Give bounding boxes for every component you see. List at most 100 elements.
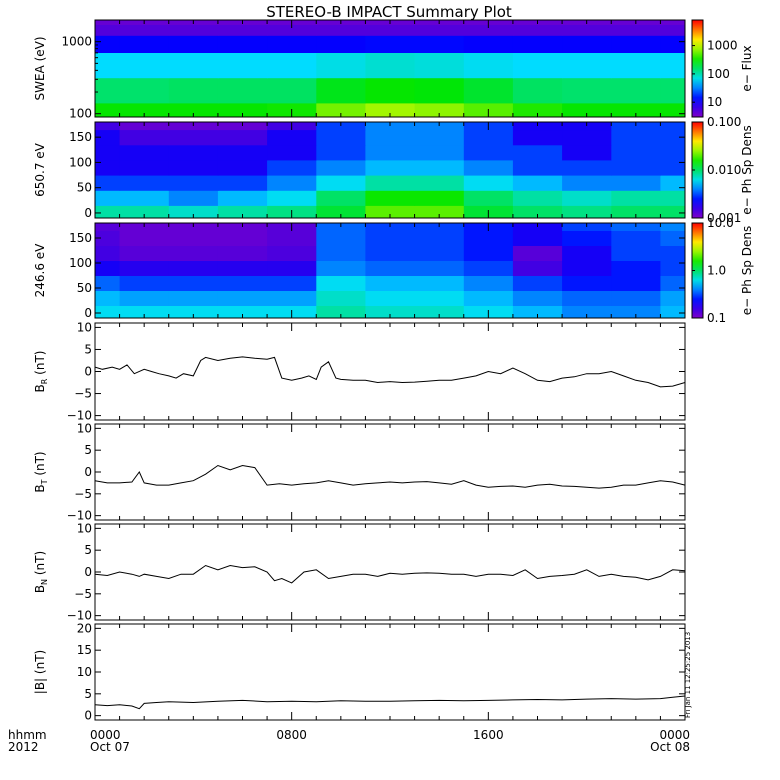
bn-ytick-label: 5 (84, 543, 92, 557)
pa246-cell (217, 305, 268, 319)
pa246-cell (95, 230, 121, 246)
pa246-cell (168, 260, 219, 276)
pa650-cell (217, 144, 268, 161)
swea-cell (95, 52, 121, 79)
swea-cell (512, 77, 563, 104)
pa650-cell (611, 175, 661, 191)
pa650-cell (95, 144, 121, 161)
swea-cell (414, 35, 465, 53)
bmag-ylabel: |B| (nT) (33, 650, 47, 694)
pa650-cell (660, 122, 686, 131)
swea-ytick-label: 100 (69, 107, 92, 121)
bmag-ytick-label: 15 (77, 643, 92, 657)
pa246-cell (316, 305, 366, 319)
pa246-cell (611, 275, 661, 291)
panel-bn: −10 −5 0 5 10 BN (nT) (33, 521, 686, 623)
pa650-cell (611, 129, 661, 146)
bn-ylabel-sub: N (40, 579, 49, 585)
pa246-cell (414, 275, 465, 291)
pa246-cell (611, 245, 661, 261)
pa650-cell (512, 144, 563, 161)
swea-cell (217, 77, 268, 104)
bmag-ytick-label: 20 (77, 621, 92, 635)
swea-cell (562, 52, 612, 79)
pa650-cell (611, 205, 661, 219)
pa246-cell (168, 230, 219, 246)
timestamp-label: Fri Jan 11 12:25:25 2013 (684, 632, 692, 718)
pa246-cell (267, 275, 317, 291)
pa246-cell (562, 305, 612, 319)
pa650-ytick-label: 0 (84, 206, 92, 220)
pa246-cell (660, 245, 686, 261)
swea-cell (562, 102, 612, 118)
pa650-cell (119, 190, 170, 206)
time-tick-label: 1600 (473, 728, 504, 742)
swea-cell (119, 24, 170, 36)
pa246-cell (316, 275, 366, 291)
pa650-cell (512, 159, 563, 176)
bmag-frame (94, 623, 686, 721)
pa650-cell (119, 205, 170, 219)
panel-bt: −10 −5 0 5 10 BT (nT) (33, 421, 686, 523)
pa246-cell (217, 260, 268, 276)
pa246-colorbar-tick-label: 0.1 (707, 311, 726, 325)
pa650-cell (365, 159, 416, 176)
pa650-ytick-label: 150 (69, 130, 92, 144)
swea-cell (316, 102, 366, 118)
pa246-cell (95, 260, 121, 276)
pa650-cell (463, 144, 514, 161)
swea-cell (611, 35, 661, 53)
pa246-cell (95, 245, 121, 261)
pa650-cell (95, 190, 121, 206)
bmag-series-line (94, 695, 686, 710)
pa650-cell (217, 175, 268, 191)
br-frame (94, 322, 686, 421)
bt-frame (94, 423, 686, 521)
pa650-cell (267, 175, 317, 191)
pa246-cell (562, 230, 612, 246)
swea-cell (267, 52, 317, 79)
pa650-cell (611, 144, 661, 161)
bt-ytick-label: −10 (67, 509, 92, 523)
swea-cell (365, 102, 416, 118)
swea-cell (217, 24, 268, 36)
pa650-ytick-label: 50 (77, 181, 92, 195)
pa246-cell (562, 260, 612, 276)
pa650-cell (119, 159, 170, 176)
swea-cell (611, 77, 661, 104)
pa650-cell (217, 190, 268, 206)
pa246-cell (267, 245, 317, 261)
pa246-ytick-label: 50 (77, 281, 92, 295)
pa650-cell (217, 205, 268, 219)
pa650-cell (414, 122, 465, 131)
pa650-cell (365, 175, 416, 191)
swea-cell (168, 35, 219, 53)
pa650-cell (119, 122, 170, 131)
bn-ytick-label: −10 (67, 609, 92, 623)
pa650-cell (414, 205, 465, 219)
swea-cell (316, 35, 366, 53)
swea-colorbar: 10 100 1000 e− Flux (691, 19, 754, 118)
pa246-colorbar-tick-label: 1.0 (707, 264, 726, 278)
swea-ytick-label: 1000 (61, 35, 92, 49)
pa246-cell (95, 290, 121, 306)
swea-cell (95, 20, 121, 25)
pa246-cell (660, 275, 686, 291)
time-tick-label: 0000 (90, 728, 121, 742)
bn-ylabel: BN (nT) (33, 551, 49, 593)
swea-colorbar-scale (691, 19, 704, 118)
pa246-cell (463, 290, 514, 306)
pa246-cell (562, 290, 612, 306)
bt-ylabel-sub: T (40, 479, 49, 485)
pa246-cell (463, 245, 514, 261)
pa246-cell (119, 305, 170, 319)
bt-series-line (94, 464, 686, 489)
swea-cell (463, 24, 514, 36)
swea-cell (463, 35, 514, 53)
pa246-cell (414, 290, 465, 306)
swea-cell (414, 24, 465, 36)
pa650-cell (660, 159, 686, 176)
pa246-heatmap (95, 223, 686, 319)
panel-pa246: 0.1 1.0 10.0 e− Ph Sp Dens 0 50 100 150 246.6 eV (33, 216, 754, 325)
time-tick-label: 0000 (659, 728, 690, 742)
